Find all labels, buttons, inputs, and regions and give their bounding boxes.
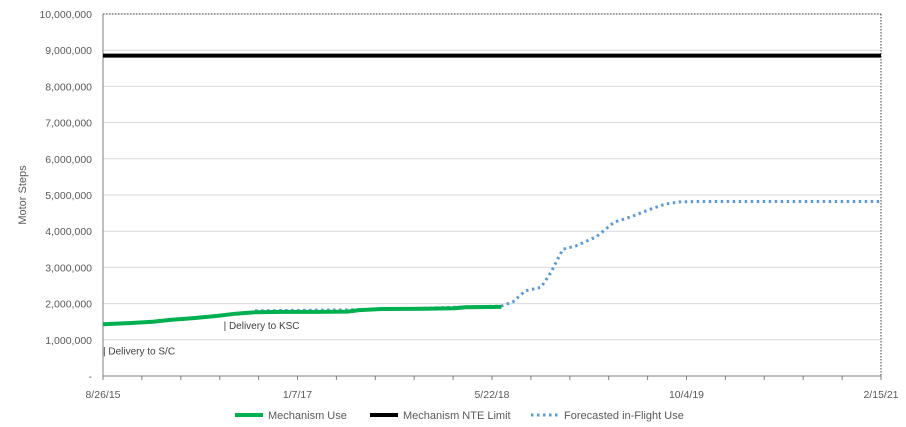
y-tick-label: 3,000,000 (45, 262, 92, 274)
y-tick-label: 4,000,000 (45, 226, 92, 238)
series-line-2 (255, 200, 881, 313)
legend-label: Mechanism Use (268, 410, 347, 422)
y-tick-label: 1,000,000 (45, 335, 92, 347)
x-tick-label: 5/22/18 (474, 389, 509, 401)
x-axis-ticks: 8/26/15 1/7/17 5/22/18 10/4/19 2/15/21 (85, 376, 899, 401)
y-tick-label: 8,000,000 (45, 81, 92, 93)
x-tick-label: 2/15/21 (863, 389, 898, 401)
y-axis-ticks: - 1,000,000 2,000,000 3,000,000 4,000,000 5,0… (39, 9, 92, 383)
legend: Mechanism Use Mechanism NTE Limit Forecast… (235, 410, 684, 422)
annotations: | Delivery to S/C | Delivery to KSC (103, 321, 300, 357)
y-tick-label: 7,000,000 (45, 118, 92, 130)
y-tick-label: 10,000,000 (39, 9, 92, 21)
y-tick-label: 9,000,000 (45, 45, 92, 57)
x-tick-label: 10/4/19 (669, 389, 704, 401)
x-tick-label: 1/7/17 (283, 389, 312, 401)
legend-label: Forecasted in-Flight Use (564, 410, 684, 422)
series-layer (102, 53, 881, 327)
x-tick-label: 8/26/15 (85, 389, 120, 401)
legend-label: Mechanism NTE Limit (403, 410, 511, 422)
annotation-1: | Delivery to KSC (224, 321, 300, 332)
annotation-0: | Delivery to S/C (103, 346, 175, 357)
y-tick-label: 2,000,000 (45, 299, 92, 311)
y-tick-label: 5,000,000 (45, 190, 92, 202)
y-tick-label: 6,000,000 (45, 154, 92, 166)
y-tick-label: - (89, 371, 93, 383)
y-axis-title: Motor Steps (17, 165, 29, 225)
gridlines (103, 13, 881, 341)
series-line-0 (102, 304, 502, 327)
